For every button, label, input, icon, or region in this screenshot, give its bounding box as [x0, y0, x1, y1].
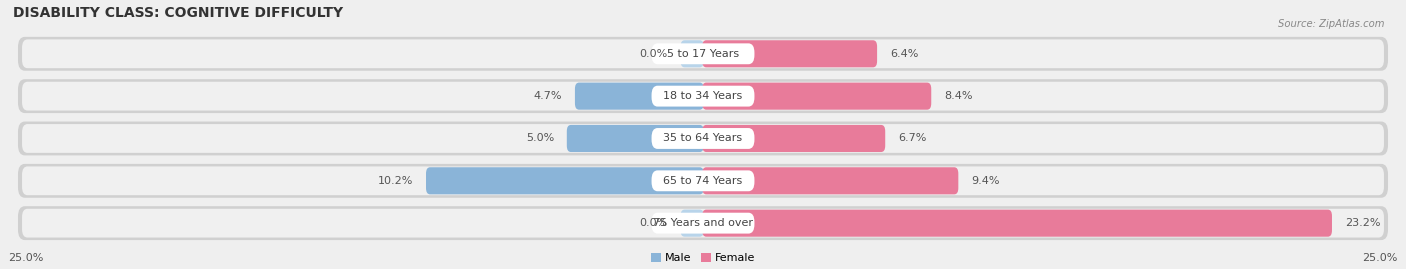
FancyBboxPatch shape — [651, 170, 755, 191]
FancyBboxPatch shape — [18, 37, 1388, 71]
Text: 0.0%: 0.0% — [640, 218, 668, 228]
FancyBboxPatch shape — [18, 164, 1388, 198]
FancyBboxPatch shape — [651, 128, 755, 149]
Text: 9.4%: 9.4% — [972, 176, 1000, 186]
Text: 8.4%: 8.4% — [943, 91, 973, 101]
FancyBboxPatch shape — [702, 83, 931, 110]
Text: DISABILITY CLASS: COGNITIVE DIFFICULTY: DISABILITY CLASS: COGNITIVE DIFFICULTY — [13, 6, 343, 20]
FancyBboxPatch shape — [22, 124, 1384, 153]
Text: 5 to 17 Years: 5 to 17 Years — [666, 49, 740, 59]
FancyBboxPatch shape — [575, 83, 704, 110]
FancyBboxPatch shape — [702, 210, 1331, 237]
FancyBboxPatch shape — [702, 125, 886, 152]
FancyBboxPatch shape — [426, 167, 704, 194]
FancyBboxPatch shape — [22, 82, 1384, 111]
Text: 5.0%: 5.0% — [526, 133, 554, 143]
FancyBboxPatch shape — [22, 167, 1384, 195]
Text: 6.7%: 6.7% — [898, 133, 927, 143]
Text: 0.0%: 0.0% — [640, 49, 668, 59]
Text: 75 Years and over: 75 Years and over — [652, 218, 754, 228]
Text: 65 to 74 Years: 65 to 74 Years — [664, 176, 742, 186]
Text: 18 to 34 Years: 18 to 34 Years — [664, 91, 742, 101]
FancyBboxPatch shape — [681, 210, 704, 237]
FancyBboxPatch shape — [651, 213, 755, 233]
FancyBboxPatch shape — [651, 43, 755, 64]
Text: 6.4%: 6.4% — [890, 49, 918, 59]
FancyBboxPatch shape — [567, 125, 704, 152]
Text: 4.7%: 4.7% — [534, 91, 562, 101]
FancyBboxPatch shape — [18, 79, 1388, 113]
FancyBboxPatch shape — [651, 86, 755, 107]
Legend: Male, Female: Male, Female — [651, 253, 755, 263]
Text: 23.2%: 23.2% — [1344, 218, 1381, 228]
Text: Source: ZipAtlas.com: Source: ZipAtlas.com — [1278, 19, 1385, 29]
Text: 35 to 64 Years: 35 to 64 Years — [664, 133, 742, 143]
FancyBboxPatch shape — [702, 40, 877, 67]
FancyBboxPatch shape — [22, 209, 1384, 238]
FancyBboxPatch shape — [702, 167, 959, 194]
FancyBboxPatch shape — [681, 40, 704, 67]
FancyBboxPatch shape — [18, 122, 1388, 155]
FancyBboxPatch shape — [18, 206, 1388, 240]
FancyBboxPatch shape — [22, 39, 1384, 68]
Text: 10.2%: 10.2% — [378, 176, 413, 186]
